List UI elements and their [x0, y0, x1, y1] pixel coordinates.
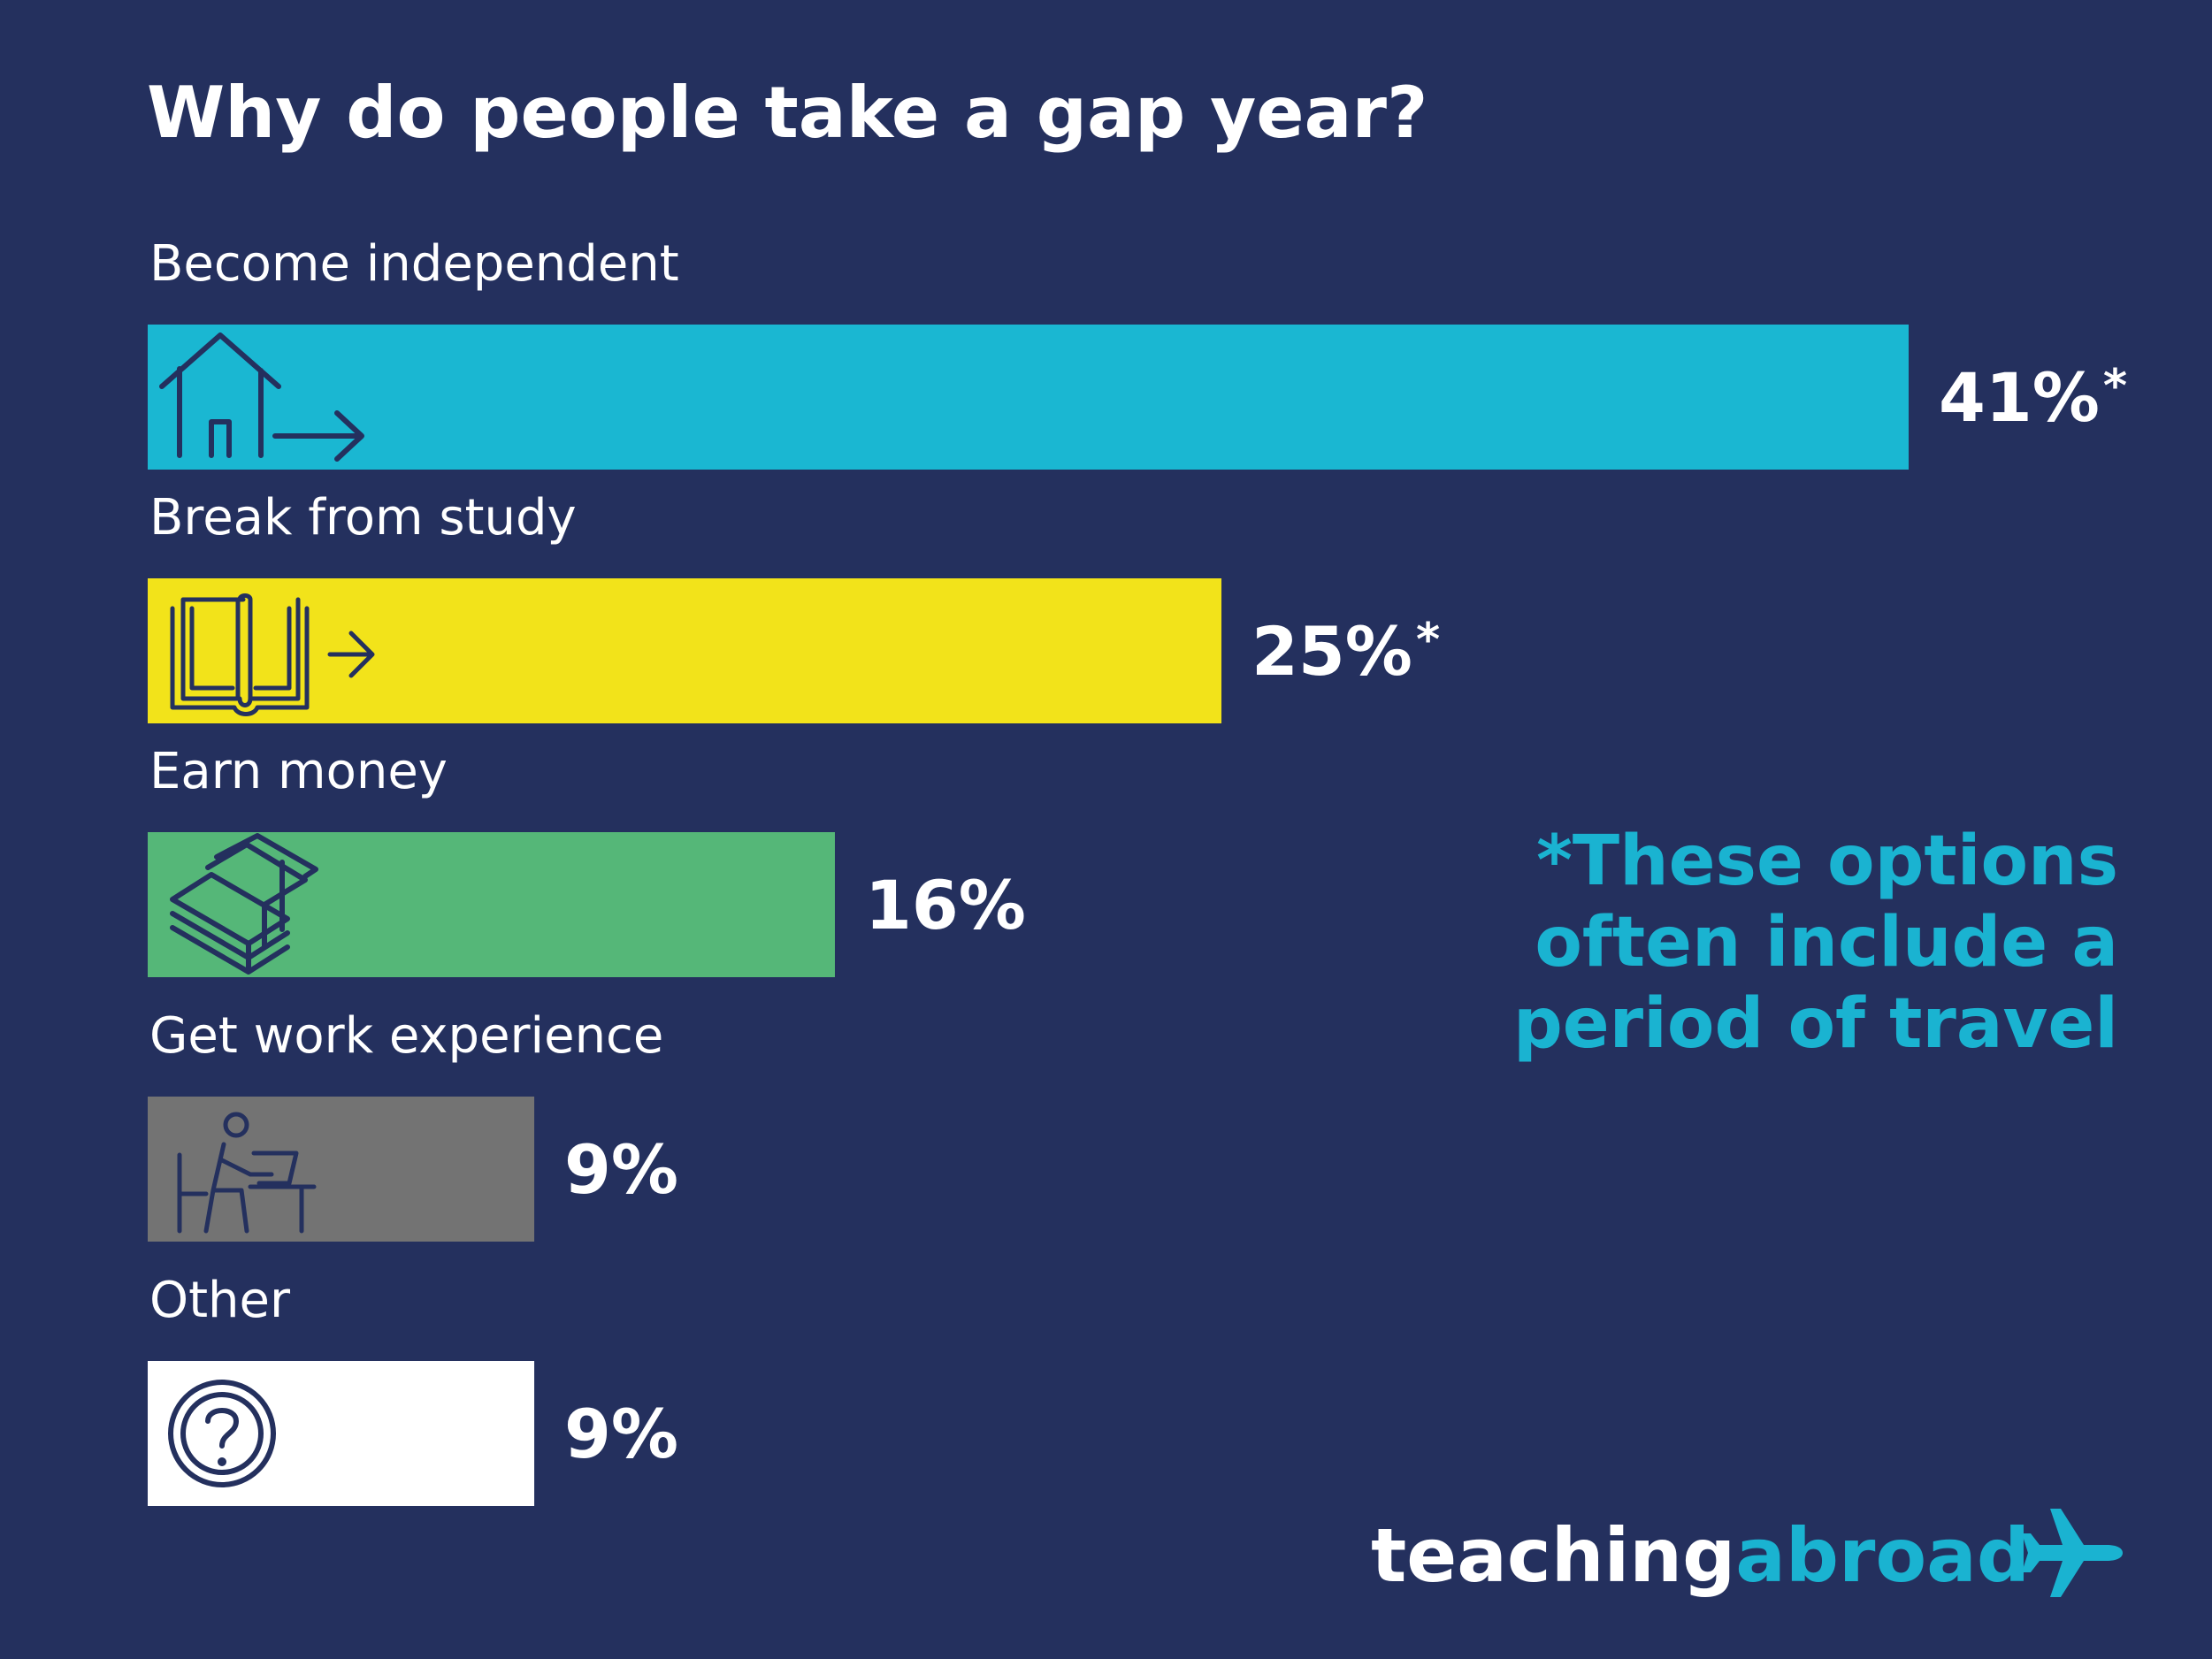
value-label: 25%* [1251, 612, 1440, 691]
bar [148, 325, 1909, 470]
footnote: *These options often include a period of… [1513, 822, 2118, 1064]
money-stack-icon [170, 833, 318, 975]
brand-part-2: abroad [1735, 1512, 2030, 1599]
airplane-icon [2022, 1509, 2123, 1597]
value-label: 9% [564, 1130, 678, 1209]
chart-title: Why do people take a gap year? [147, 72, 1427, 154]
category-label: Become independent [149, 235, 679, 293]
value-label: 41%* [1939, 358, 2127, 437]
footnote-line-3: period of travel [1513, 984, 2118, 1064]
bar [148, 1097, 535, 1242]
house-arrow-icon [159, 333, 364, 462]
category-label: Earn money [149, 743, 448, 800]
footnote-line-2: often include a [1535, 903, 2118, 982]
desk-worker-icon [177, 1112, 317, 1234]
brand-wordmark: teachingabroad [1371, 1512, 2030, 1599]
book-arrow-icon [170, 593, 375, 716]
value-label: 9% [564, 1395, 678, 1473]
brand-part-1: teaching [1371, 1512, 1735, 1599]
brand-logo: teachingabroad [1371, 1509, 2123, 1599]
value-label: 16% [865, 866, 1026, 944]
category-label: Get work experience [149, 1007, 663, 1065]
bar [148, 578, 1222, 723]
category-label: Break from study [149, 489, 577, 547]
bars-layer: Become independent 41%* Break from study 25… [148, 235, 2127, 1506]
footnote-line-1: *These options [1536, 822, 2118, 901]
category-label: Other [149, 1272, 291, 1329]
question-circle-icon [168, 1380, 276, 1487]
